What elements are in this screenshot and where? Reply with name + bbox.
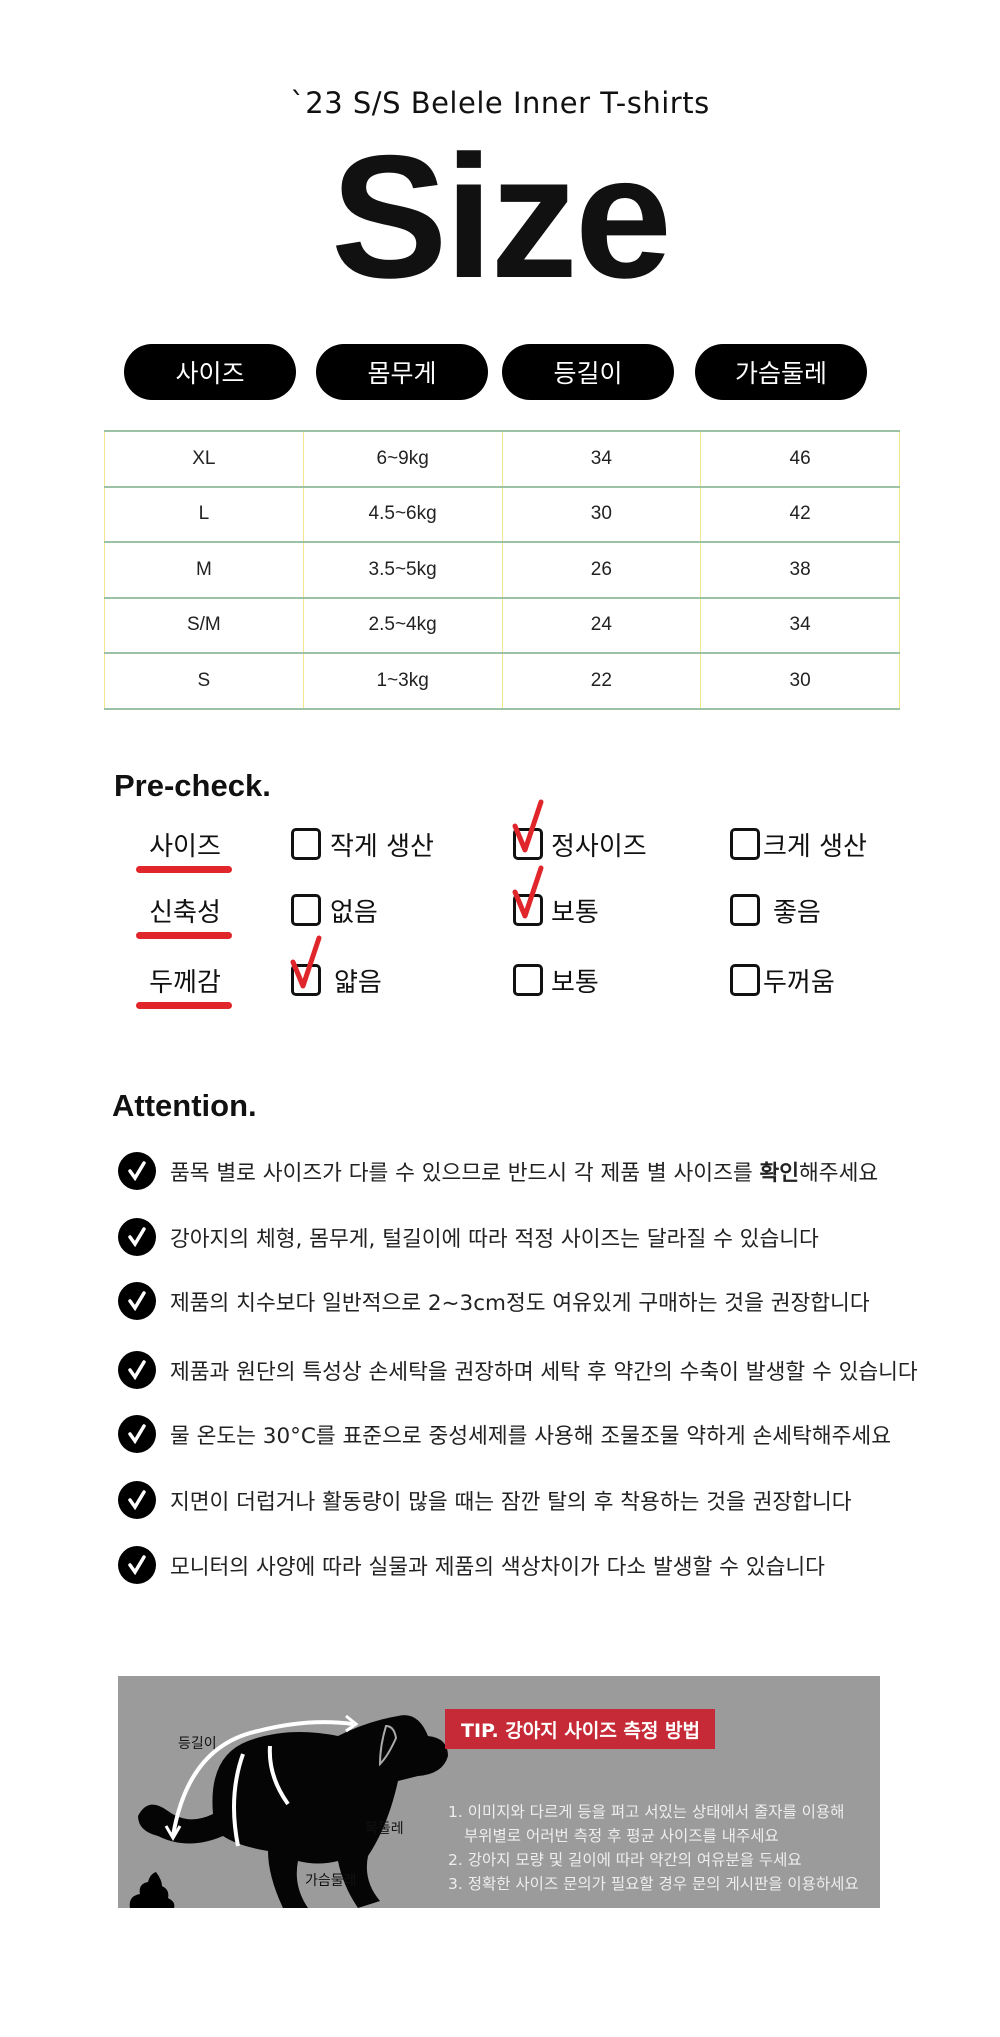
table-row: S 1~3kg 22 30 (104, 652, 900, 710)
tip-line: 1. 이미지와 다르게 등을 펴고 서있는 상태에서 줄자를 이용해 (448, 1803, 845, 1821)
table-cell: 6~9kg (302, 430, 503, 488)
check-circle-icon (118, 1282, 156, 1320)
attention-text: 품목 별로 사이즈가 다를 수 있으므로 반드시 각 제품 별 사이즈를 확인해… (170, 1160, 879, 1186)
dog-silhouette (138, 1715, 448, 1908)
attention-text: 모니터의 사양에 따라 실물과 제품의 색상차이가 다소 발생할 수 있습니다 (170, 1554, 825, 1580)
check-circle-icon (118, 1546, 156, 1584)
attention-item: 강아지의 체형, 몸무게, 털길이에 따라 적정 사이즈는 달라질 수 있습니다 (118, 1218, 819, 1256)
label-back-length: 등길이 (178, 1736, 217, 1752)
red-underline (136, 866, 232, 873)
checkbox[interactable] (730, 894, 760, 926)
table-cell: 46 (700, 430, 900, 488)
checkbox[interactable] (291, 828, 321, 860)
table-cell: 26 (501, 541, 702, 599)
tip-line: 2. 강아지 모량 및 길이에 따라 약간의 여유분을 두세요 (448, 1851, 802, 1869)
tip-line: 3. 정확한 사이즈 문의가 필요할 경우 문의 게시판을 이용하세요 (448, 1875, 859, 1893)
page-title: Size (330, 120, 672, 315)
column-pill-chest: 가슴둘레 (695, 344, 867, 400)
check-circle-icon (118, 1152, 156, 1190)
checkbox[interactable] (513, 894, 543, 926)
table-cell: 1~3kg (302, 652, 503, 710)
precheck-label: 두께감 (149, 968, 221, 998)
column-pill-weight: 몸무게 (316, 344, 488, 400)
precheck-option: 작게 생산 (330, 832, 434, 862)
checkbox[interactable] (513, 828, 543, 860)
red-underline (136, 1002, 232, 1009)
checkbox[interactable] (291, 894, 321, 926)
table-cell: 30 (700, 652, 900, 710)
label-neck: 목둘레 (365, 1821, 404, 1837)
red-checkmark-icon (512, 865, 544, 919)
product-subtitle: `23 S/S Belele Inner T-shirts (290, 86, 710, 120)
checkbox[interactable] (730, 964, 760, 996)
check-circle-icon (118, 1415, 156, 1453)
precheck-option: 정사이즈 (551, 832, 647, 862)
size-table: XL 6~9kg 34 46 L 4.5~6kg 30 42 M 3.5~5kg 26 38 S/M 2.… (104, 430, 900, 710)
attention-item: 품목 별로 사이즈가 다를 수 있으므로 반드시 각 제품 별 사이즈를 확인해… (118, 1152, 878, 1190)
table-cell: 38 (700, 541, 900, 599)
poop-icon (129, 1872, 175, 1908)
neck-line (267, 1745, 290, 1806)
precheck-option: 없음 (330, 898, 378, 928)
table-cell: 34 (700, 596, 900, 654)
precheck-label: 사이즈 (149, 832, 221, 862)
column-pill-back-length: 등길이 (502, 344, 674, 400)
precheck-option: 보통 (551, 968, 599, 998)
precheck-option: 얇음 (334, 968, 382, 998)
tip-title: TIP. 강아지 사이즈 측정 방법 (445, 1709, 715, 1749)
column-pill-size: 사이즈 (124, 344, 296, 400)
check-circle-icon (118, 1481, 156, 1519)
table-cell: 30 (501, 485, 702, 543)
attention-title: Attention. (112, 1088, 257, 1123)
table-cell: 2.5~4kg (302, 596, 503, 654)
attention-text: 물 온도는 30°C를 표준으로 중성세제를 사용해 조물조물 약하게 손세탁해… (170, 1423, 891, 1449)
table-row: L 4.5~6kg 30 42 (104, 485, 900, 543)
table-cell: M (104, 541, 304, 599)
table-cell: 3.5~5kg (302, 541, 503, 599)
table-row: S/M 2.5~4kg 24 34 (104, 596, 900, 654)
attention-text: 제품과 원단의 특성상 손세탁을 권장하며 세탁 후 약간의 수축이 발생할 수… (170, 1359, 918, 1385)
attention-item: 지면이 더럽거나 활동량이 많을 때는 잠깐 탈의 후 착용하는 것을 권장합니… (118, 1481, 852, 1519)
checkbox[interactable] (730, 828, 760, 860)
table-cell: 42 (700, 485, 900, 543)
precheck-option: 두꺼움 (763, 968, 835, 998)
table-row: XL 6~9kg 34 46 (104, 430, 900, 488)
table-cell: 4.5~6kg (302, 485, 503, 543)
table-cell: 22 (501, 652, 702, 710)
attention-text: 강아지의 체형, 몸무게, 털길이에 따라 적정 사이즈는 달라질 수 있습니다 (170, 1226, 819, 1252)
table-cell: S/M (104, 596, 304, 654)
table-cell: 24 (501, 596, 702, 654)
table-row: M 3.5~5kg 26 38 (104, 541, 900, 599)
table-cell: L (104, 485, 304, 543)
precheck-option: 좋음 (773, 898, 821, 928)
tip-line: 부위별로 어러번 측정 후 평균 사이즈를 내주세요 (464, 1827, 779, 1845)
precheck-option: 크게 생산 (763, 832, 867, 862)
attention-text: 지면이 더럽거나 활동량이 많을 때는 잠깐 탈의 후 착용하는 것을 권장합니… (170, 1489, 852, 1515)
attention-item: 모니터의 사양에 따라 실물과 제품의 색상차이가 다소 발생할 수 있습니다 (118, 1546, 825, 1584)
red-checkmark-icon (290, 935, 322, 989)
precheck-label: 신축성 (149, 898, 221, 928)
checkbox[interactable] (513, 964, 543, 996)
check-circle-icon (118, 1218, 156, 1256)
check-circle-icon (118, 1351, 156, 1389)
attention-item: 제품과 원단의 특성상 손세탁을 권장하며 세탁 후 약간의 수축이 발생할 수… (118, 1351, 918, 1389)
table-cell: S (104, 652, 304, 710)
red-underline (136, 932, 232, 939)
red-checkmark-icon (512, 799, 544, 853)
label-chest: 가슴둘레 (305, 1873, 357, 1889)
checkbox[interactable] (291, 964, 321, 996)
back-arrow (171, 1720, 354, 1837)
precheck-title: Pre-check. (114, 768, 271, 803)
dog-measurement-diagram (129, 1714, 448, 1908)
table-cell: 34 (501, 430, 702, 488)
table-cell: XL (104, 430, 304, 488)
attention-text: 제품의 치수보다 일반적으로 2~3cm정도 여유있게 구매하는 것을 권장합니… (170, 1290, 870, 1316)
precheck-option: 보통 (551, 898, 599, 928)
attention-item: 제품의 치수보다 일반적으로 2~3cm정도 여유있게 구매하는 것을 권장합니… (118, 1282, 870, 1320)
chest-line (232, 1753, 245, 1847)
attention-item: 물 온도는 30°C를 표준으로 중성세제를 사용해 조물조물 약하게 손세탁해… (118, 1415, 891, 1453)
